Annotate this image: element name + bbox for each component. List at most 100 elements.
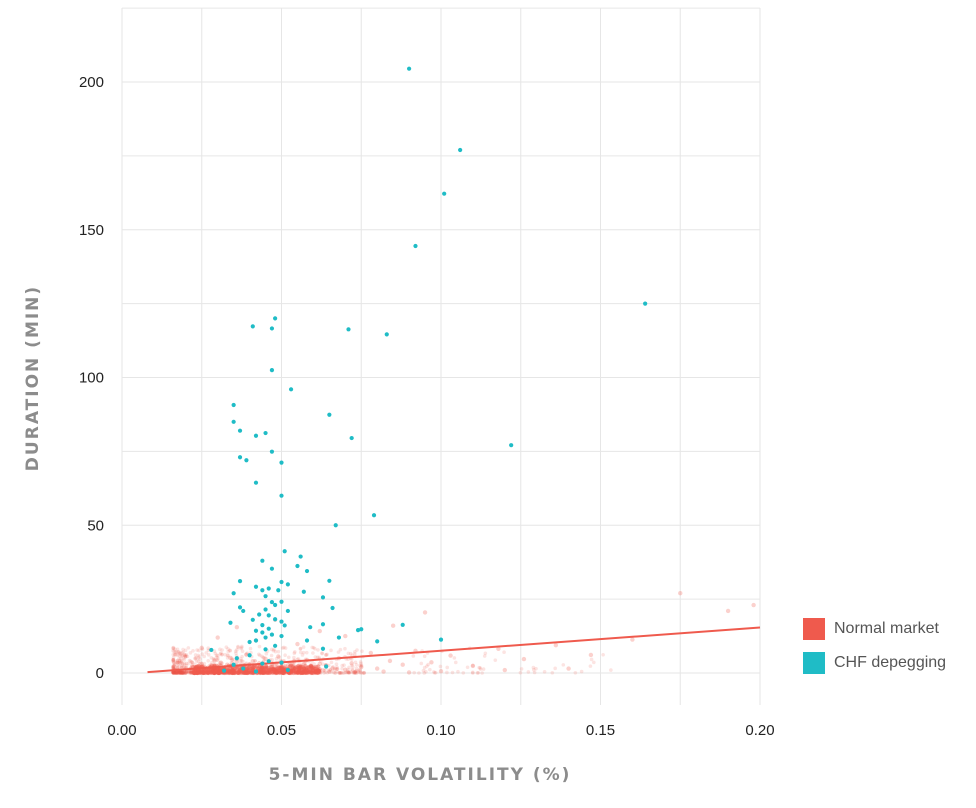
data-point-normal-market: [228, 666, 233, 672]
data-point-normal-market: [275, 669, 280, 674]
data-point-normal-market: [198, 670, 203, 675]
data-point-chf-depegging: [269, 599, 275, 605]
data-point-chf-depegging: [308, 625, 313, 630]
data-point-normal-market: [216, 670, 221, 675]
data-point-normal-market: [236, 670, 242, 675]
data-point-normal-market: [227, 669, 232, 675]
data-point-normal-market: [281, 669, 285, 673]
data-point-normal-market: [353, 671, 357, 675]
data-point-normal-market: [173, 652, 177, 657]
data-point-normal-market: [531, 665, 536, 670]
data-point-normal-market: [189, 669, 194, 673]
data-point-normal-market: [320, 668, 326, 673]
data-point-normal-market: [193, 670, 198, 675]
data-point-normal-market: [181, 671, 185, 675]
data-point-normal-market: [296, 665, 301, 670]
data-point-normal-market: [292, 655, 296, 660]
data-point-normal-market: [177, 651, 182, 656]
data-point-normal-market: [210, 670, 216, 676]
data-point-normal-market: [191, 669, 196, 674]
data-point-chf-depegging: [247, 639, 252, 645]
data-point-normal-market: [202, 670, 207, 675]
data-point-normal-market: [422, 654, 427, 659]
data-point-chf-depegging: [320, 595, 326, 600]
data-point-chf-depegging: [250, 324, 255, 329]
data-point-normal-market: [260, 671, 264, 675]
data-point-normal-market: [246, 665, 251, 670]
data-point-normal-market: [296, 665, 301, 670]
data-point-normal-market: [236, 645, 240, 650]
data-point-normal-market: [238, 669, 242, 673]
data-point-chf-depegging: [301, 589, 306, 594]
data-point-normal-market: [218, 667, 223, 672]
data-point-normal-market: [270, 670, 275, 675]
data-point-normal-market: [179, 659, 184, 663]
data-point-normal-market: [315, 670, 320, 675]
data-point-normal-market: [217, 670, 222, 676]
data-point-normal-market: [218, 660, 224, 665]
data-point-normal-market: [309, 664, 313, 669]
data-point-normal-market: [433, 670, 438, 675]
data-point-normal-market: [308, 663, 314, 668]
data-point-normal-market: [242, 670, 247, 675]
data-point-normal-market: [176, 662, 181, 666]
data-point-normal-market: [295, 668, 300, 672]
data-point-normal-market: [318, 671, 323, 675]
data-point-normal-market: [225, 668, 230, 673]
data-point-normal-market: [297, 664, 303, 670]
data-point-normal-market: [291, 663, 296, 668]
data-point-normal-market: [301, 670, 307, 675]
data-point-chf-depegging: [263, 430, 268, 436]
data-point-normal-market: [308, 664, 313, 669]
data-point-normal-market: [179, 671, 183, 675]
data-point-normal-market: [218, 668, 223, 673]
data-point-normal-market: [249, 670, 254, 676]
data-point-normal-market: [573, 670, 578, 675]
data-point-chf-depegging: [253, 669, 259, 674]
data-point-normal-market: [279, 665, 284, 670]
data-point-normal-market: [183, 653, 187, 658]
data-point-normal-market: [197, 670, 202, 675]
data-point-normal-market: [228, 655, 233, 661]
data-point-normal-market: [200, 652, 205, 656]
data-point-chf-depegging: [231, 591, 236, 596]
data-point-normal-market: [200, 669, 205, 674]
data-point-normal-market: [298, 670, 303, 675]
data-point-normal-market: [264, 663, 268, 668]
data-point-normal-market: [241, 670, 246, 675]
data-point-normal-market: [288, 669, 294, 674]
data-point-normal-market: [234, 667, 240, 672]
data-point-normal-market: [227, 670, 232, 676]
data-point-normal-market: [180, 671, 184, 675]
data-point-normal-market: [343, 633, 348, 639]
data-point-normal-market: [276, 670, 281, 675]
data-point-normal-market: [230, 669, 234, 674]
data-point-normal-market: [178, 656, 183, 661]
data-point-normal-market: [233, 649, 238, 654]
data-point-normal-market: [297, 664, 301, 668]
data-point-chf-depegging: [253, 584, 259, 589]
data-point-normal-market: [171, 665, 175, 670]
data-point-normal-market: [360, 649, 364, 654]
data-point-normal-market: [230, 669, 235, 674]
data-point-normal-market: [247, 670, 251, 675]
data-point-normal-market: [346, 651, 351, 656]
data-point-normal-market: [194, 671, 199, 675]
data-point-normal-market: [261, 667, 266, 672]
data-point-chf-depegging: [413, 243, 418, 249]
data-point-normal-market: [432, 671, 437, 675]
data-point-normal-market: [291, 668, 296, 673]
data-point-normal-market: [181, 670, 185, 675]
data-point-normal-market: [261, 669, 266, 674]
data-point-normal-market: [260, 669, 265, 675]
data-point-normal-market: [232, 671, 236, 675]
data-point-normal-market: [350, 667, 354, 672]
data-point-normal-market: [206, 658, 211, 663]
data-point-chf-depegging: [279, 460, 284, 465]
data-point-chf-depegging: [282, 549, 287, 554]
data-point-normal-market: [291, 662, 296, 666]
data-point-normal-market: [353, 650, 357, 654]
data-point-chf-depegging: [407, 66, 412, 71]
data-point-normal-market: [243, 670, 247, 674]
data-point-normal-market: [211, 669, 216, 674]
